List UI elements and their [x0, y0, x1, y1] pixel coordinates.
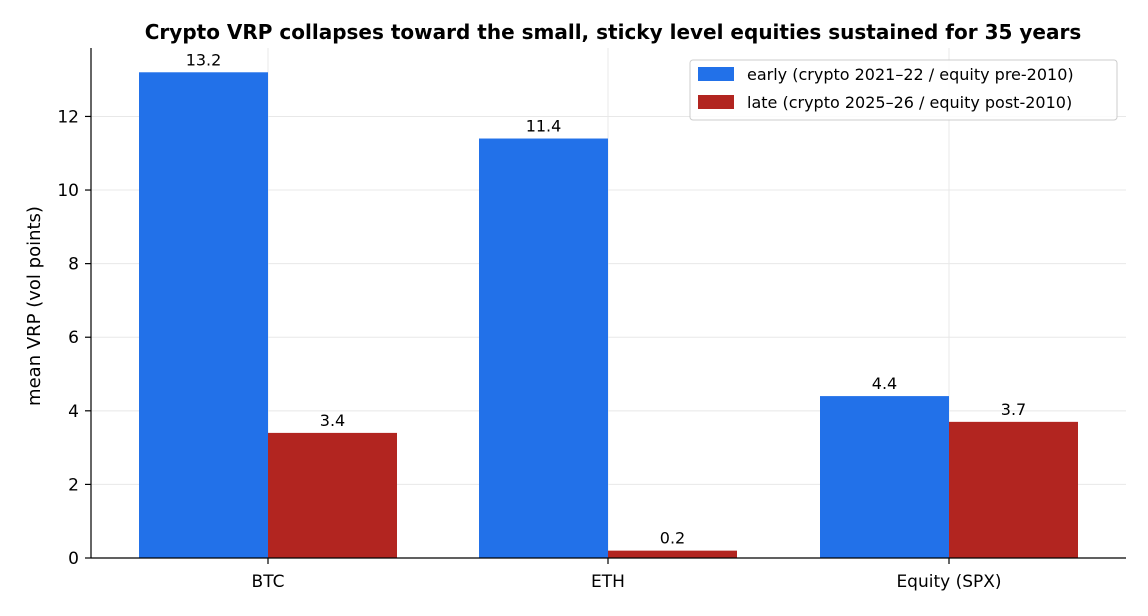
x-tick-label: BTC [252, 572, 285, 592]
legend-entry-late: late (crypto 2025–26 / equity post-2010) [747, 93, 1072, 112]
data-label: 4.4 [872, 374, 897, 393]
axes: 0 2 4 6 8 10 12 BTC ETH Equity (SPX) [57, 48, 1126, 592]
legend-frame [689, 59, 1118, 121]
bar-early-0 [139, 72, 268, 559]
bar-late-0 [268, 432, 397, 558]
y-tick-label: 8 [68, 255, 79, 275]
data-labels: 13.2 11.4 4.4 3.4 0.2 3.7 [186, 50, 1027, 547]
y-axis-label: mean VRP (vol points) [24, 206, 45, 406]
bar-early-2 [820, 396, 949, 558]
y-tick-label: 6 [68, 328, 79, 348]
data-label: 0.2 [660, 529, 685, 548]
data-label: 3.4 [320, 411, 345, 430]
data-label: 3.7 [1001, 400, 1026, 419]
y-tick-label: 4 [68, 402, 79, 422]
legend-swatch-late [698, 95, 734, 109]
bar-late-2 [949, 421, 1078, 558]
bar-late-1 [608, 550, 737, 558]
chart-title: Crypto VRP collapses toward the small, s… [145, 20, 1081, 44]
y-tick-label: 12 [57, 107, 79, 127]
y-tick-label: 2 [68, 475, 79, 495]
x-tick-label: ETH [591, 572, 625, 592]
data-label: 11.4 [526, 117, 562, 136]
x-tick-label: Equity (SPX) [896, 572, 1001, 592]
y-tick-label: 10 [57, 181, 79, 201]
legend-entry-early: early (crypto 2021–22 / equity pre-2010) [747, 65, 1074, 84]
bars [139, 72, 1078, 559]
y-tick-label: 0 [68, 549, 79, 569]
legend-swatch-early [698, 67, 734, 81]
legend: early (crypto 2021–22 / equity pre-2010)… [689, 59, 1118, 121]
bar-early-1 [479, 138, 608, 559]
data-label: 13.2 [186, 50, 222, 69]
